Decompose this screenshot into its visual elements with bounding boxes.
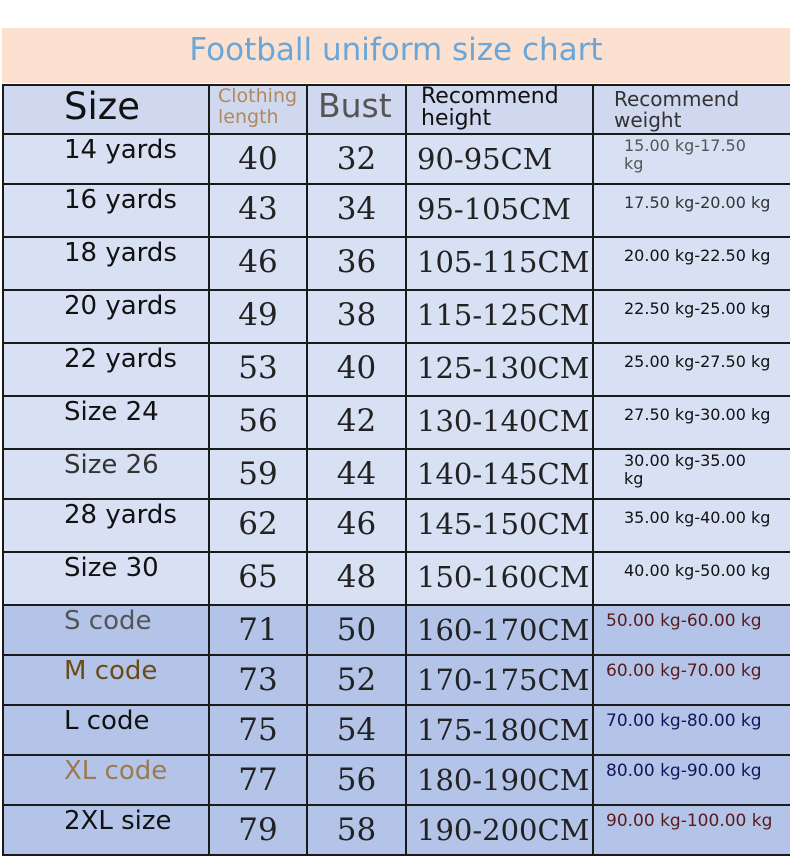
recommend-weight-cell: 25.00 kg-27.50 kg xyxy=(592,342,790,397)
clothing-length-cell: 53 xyxy=(208,342,308,397)
recommend-weight-cell: 80.00 kg-90.00 kg xyxy=(592,754,790,806)
clothing-length-cell: 62 xyxy=(208,498,308,553)
recommend-height-cell: 140-145CM xyxy=(405,448,594,500)
recommend-weight-cell: 30.00 kg-35.00 kg xyxy=(592,448,790,500)
recommend-height-cell: 125-130CM xyxy=(405,342,594,397)
bust-cell: 58 xyxy=(306,804,407,856)
table-row: 18 yards 46 36 105-115CM 20.00 kg-22.50 kg xyxy=(2,236,790,291)
size-cell: Size 24 xyxy=(2,395,210,450)
recommend-weight-cell: 35.00 kg-40.00 kg xyxy=(592,498,790,553)
bust-cell: 52 xyxy=(306,654,407,706)
bust-cell: 40 xyxy=(306,342,407,397)
recommend-weight-cell: 22.50 kg-25.00 kg xyxy=(592,289,790,344)
recommend-height-cell: 115-125CM xyxy=(405,289,594,344)
table-row: 20 yards 49 38 115-125CM 22.50 kg-25.00 kg xyxy=(2,289,790,344)
recommend-weight-cell: 40.00 kg-50.00 kg xyxy=(592,551,790,606)
recommend-height-cell: 170-175CM xyxy=(405,654,594,706)
clothing-length-cell: 71 xyxy=(208,604,308,656)
size-cell: 2XL size xyxy=(2,804,210,856)
bust-cell: 48 xyxy=(306,551,407,606)
recommend-height-cell: 145-150CM xyxy=(405,498,594,553)
bust-cell: 44 xyxy=(306,448,407,500)
clothing-length-cell: 77 xyxy=(208,754,308,806)
clothing-length-cell: 59 xyxy=(208,448,308,500)
header-weight-line2: weight xyxy=(614,108,682,132)
recommend-height-cell: 180-190CM xyxy=(405,754,594,806)
size-cell: 28 yards xyxy=(2,498,210,553)
page-title: Football uniform size chart xyxy=(2,28,790,83)
table-row: Size 26 59 44 140-145CM 30.00 kg-35.00 kg xyxy=(2,448,790,500)
bust-cell: 54 xyxy=(306,704,407,756)
header-size: Size xyxy=(2,84,210,135)
clothing-length-cell: 40 xyxy=(208,133,308,185)
clothing-length-cell: 46 xyxy=(208,236,308,291)
header-recommend-weight: Recommend weight xyxy=(592,84,790,135)
size-cell: 18 yards xyxy=(2,236,210,291)
clothing-length-cell: 79 xyxy=(208,804,308,856)
table-row: Size 24 56 42 130-140CM 27.50 kg-30.00 kg xyxy=(2,395,790,450)
table-row: Size 30 65 48 150-160CM 40.00 kg-50.00 kg xyxy=(2,551,790,606)
size-cell: M code xyxy=(2,654,210,706)
recommend-weight-cell: 50.00 kg-60.00 kg xyxy=(592,604,790,656)
table-row: 16 yards 43 34 95-105CM 17.50 kg-20.00 kg xyxy=(2,183,790,238)
recommend-height-cell: 190-200CM xyxy=(405,804,594,856)
recommend-height-cell: 150-160CM xyxy=(405,551,594,606)
clothing-length-cell: 49 xyxy=(208,289,308,344)
bust-cell: 56 xyxy=(306,754,407,806)
clothing-length-cell: 65 xyxy=(208,551,308,606)
header-row: Size Clothing length Bust Recommend heig… xyxy=(2,84,790,135)
bust-cell: 32 xyxy=(306,133,407,185)
bust-cell: 46 xyxy=(306,498,407,553)
recommend-height-cell: 160-170CM xyxy=(405,604,594,656)
size-cell: Size 30 xyxy=(2,551,210,606)
recommend-weight-cell: 90.00 kg-100.00 kg xyxy=(592,804,790,856)
bust-cell: 50 xyxy=(306,604,407,656)
size-cell: 20 yards xyxy=(2,289,210,344)
size-cell: 16 yards xyxy=(2,183,210,238)
size-table: Size Clothing length Bust Recommend heig… xyxy=(2,84,790,856)
table-row: 14 yards 40 32 90-95CM 15.00 kg-17.50 kg xyxy=(2,133,790,185)
bust-cell: 38 xyxy=(306,289,407,344)
recommend-height-cell: 175-180CM xyxy=(405,704,594,756)
table-row: S code 71 50 160-170CM 50.00 kg-60.00 kg xyxy=(2,604,790,656)
clothing-length-cell: 73 xyxy=(208,654,308,706)
header-recommend-height: Recommend height xyxy=(405,84,594,135)
clothing-length-cell: 75 xyxy=(208,704,308,756)
header-height-line2: height xyxy=(421,106,492,131)
size-cell: Size 26 xyxy=(2,448,210,500)
recommend-weight-cell: 70.00 kg-80.00 kg xyxy=(592,704,790,756)
table-row: L code 75 54 175-180CM 70.00 kg-80.00 kg xyxy=(2,704,790,756)
header-clothing-length-line2: length xyxy=(218,106,279,128)
size-cell: S code xyxy=(2,604,210,656)
recommend-weight-cell: 20.00 kg-22.50 kg xyxy=(592,236,790,291)
bust-cell: 36 xyxy=(306,236,407,291)
header-weight-line1: Recommend xyxy=(614,87,740,111)
recommend-weight-cell: 15.00 kg-17.50 kg xyxy=(592,133,790,185)
table-row: XL code 77 56 180-190CM 80.00 kg-90.00 kg xyxy=(2,754,790,806)
recommend-height-cell: 90-95CM xyxy=(405,133,594,185)
header-clothing-length-line1: Clothing xyxy=(218,85,298,107)
clothing-length-cell: 56 xyxy=(208,395,308,450)
size-cell: XL code xyxy=(2,754,210,806)
recommend-height-cell: 130-140CM xyxy=(405,395,594,450)
header-height-line1: Recommend xyxy=(421,85,559,109)
bust-cell: 42 xyxy=(306,395,407,450)
recommend-weight-cell: 27.50 kg-30.00 kg xyxy=(592,395,790,450)
table-row: 28 yards 62 46 145-150CM 35.00 kg-40.00 kg xyxy=(2,498,790,553)
header-clothing-length: Clothing length xyxy=(208,84,308,135)
recommend-height-cell: 105-115CM xyxy=(405,236,594,291)
size-cell: 14 yards xyxy=(2,133,210,185)
header-bust: Bust xyxy=(306,84,407,135)
clothing-length-cell: 43 xyxy=(208,183,308,238)
recommend-height-cell: 95-105CM xyxy=(405,183,594,238)
table-row: 2XL size 79 58 190-200CM 90.00 kg-100.00 kg xyxy=(2,804,790,856)
recommend-weight-cell: 60.00 kg-70.00 kg xyxy=(592,654,790,706)
table-row: M code 73 52 170-175CM 60.00 kg-70.00 kg xyxy=(2,654,790,706)
size-cell: 22 yards xyxy=(2,342,210,397)
table-row: 22 yards 53 40 125-130CM 25.00 kg-27.50 kg xyxy=(2,342,790,397)
bust-cell: 34 xyxy=(306,183,407,238)
recommend-weight-cell: 17.50 kg-20.00 kg xyxy=(592,183,790,238)
size-cell: L code xyxy=(2,704,210,756)
